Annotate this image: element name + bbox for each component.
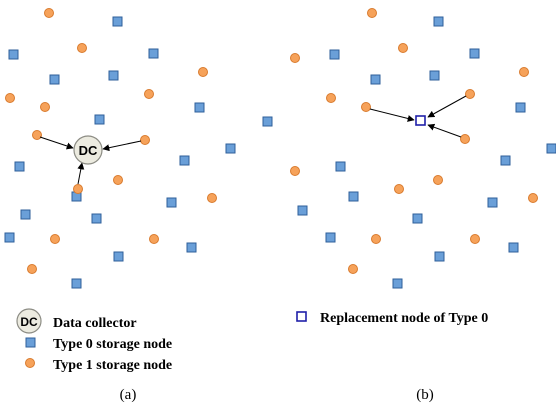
legend-data-collector-label: Data collector bbox=[53, 316, 137, 331]
type0-node bbox=[94, 114, 105, 125]
legend-type0-icon bbox=[25, 337, 36, 348]
type0-node bbox=[412, 213, 423, 224]
type1-node bbox=[394, 184, 404, 194]
panel-b-caption: (b) bbox=[416, 387, 434, 403]
type0-node bbox=[186, 242, 197, 253]
type0-node bbox=[297, 205, 308, 216]
type0-node bbox=[108, 70, 119, 81]
panel-a: DC (a) bbox=[4, 8, 236, 403]
data-collector-label: DC bbox=[79, 143, 98, 158]
type1-node bbox=[144, 89, 154, 99]
type1-node bbox=[27, 264, 37, 274]
legend-data-collector-icon-label: DC bbox=[20, 315, 38, 329]
type0-node bbox=[329, 49, 340, 60]
type1-node bbox=[32, 130, 42, 140]
type0-node bbox=[49, 74, 60, 85]
type0-node bbox=[179, 155, 190, 166]
type1-node bbox=[465, 89, 475, 99]
type0-node bbox=[262, 116, 273, 127]
type1-node bbox=[326, 93, 336, 103]
type0-node bbox=[469, 48, 480, 59]
type0-node bbox=[8, 49, 19, 60]
type1-node bbox=[290, 166, 300, 176]
type0-node bbox=[325, 232, 336, 243]
repair-arrow bbox=[427, 95, 467, 118]
type1-node bbox=[519, 67, 529, 77]
type1-node bbox=[348, 264, 358, 274]
legend-replacement-icon bbox=[296, 311, 307, 322]
type0-node bbox=[487, 197, 498, 208]
type0-node bbox=[20, 209, 31, 220]
type1-node bbox=[398, 43, 408, 53]
type1-node bbox=[140, 135, 150, 145]
type1-node bbox=[207, 193, 217, 203]
type1-node bbox=[361, 102, 371, 112]
repair-arrow bbox=[369, 108, 415, 122]
legend-type0-label: Type 0 storage node bbox=[53, 337, 172, 352]
type1-node bbox=[44, 8, 54, 18]
type1-node bbox=[73, 184, 83, 194]
type1-node bbox=[460, 134, 470, 144]
data-collector-node bbox=[73, 135, 103, 165]
type0-node bbox=[194, 102, 205, 113]
type0-node bbox=[166, 197, 177, 208]
type0-node bbox=[392, 278, 403, 289]
type1-node bbox=[290, 53, 300, 63]
type1-node bbox=[367, 8, 377, 18]
repair-arrow bbox=[427, 123, 462, 138]
type1-node bbox=[470, 234, 480, 244]
type0-node bbox=[546, 143, 556, 154]
legend: DC Data collector Type 0 storage node Ty… bbox=[16, 308, 488, 373]
panel-a-caption: (a) bbox=[120, 387, 137, 403]
legend-type1-label: Type 1 storage node bbox=[53, 358, 172, 373]
type1-node bbox=[77, 43, 87, 53]
type1-node bbox=[149, 234, 159, 244]
type0-node bbox=[112, 16, 123, 27]
type1-node bbox=[50, 234, 60, 244]
type1-node bbox=[371, 234, 381, 244]
replacement-node bbox=[415, 115, 426, 126]
type0-node bbox=[335, 161, 346, 172]
type1-node bbox=[113, 175, 123, 185]
type0-node bbox=[4, 232, 15, 243]
type0-node bbox=[348, 191, 359, 202]
panel-b: (b) bbox=[262, 8, 556, 403]
legend-type1-icon bbox=[25, 358, 35, 368]
type0-node bbox=[91, 213, 102, 224]
type1-node bbox=[528, 193, 538, 203]
type0-node bbox=[14, 161, 25, 172]
type0-node bbox=[433, 16, 444, 27]
type0-node bbox=[515, 102, 526, 113]
type0-node bbox=[225, 143, 236, 154]
type0-node bbox=[434, 251, 445, 262]
type1-node bbox=[40, 102, 50, 112]
type0-node bbox=[429, 70, 440, 81]
type0-node bbox=[370, 74, 381, 85]
legend-data-collector-icon bbox=[16, 308, 42, 334]
download-arrow bbox=[102, 140, 142, 152]
type1-node bbox=[433, 175, 443, 185]
type0-node bbox=[113, 251, 124, 262]
download-arrow bbox=[39, 136, 74, 150]
type0-node bbox=[148, 48, 159, 59]
type0-node bbox=[500, 155, 511, 166]
type1-node bbox=[5, 93, 15, 103]
legend-replacement-label: Replacement node of Type 0 bbox=[320, 311, 488, 326]
type1-node bbox=[198, 67, 208, 77]
type0-node bbox=[508, 242, 519, 253]
download-arrow bbox=[77, 162, 85, 185]
type0-node bbox=[71, 278, 82, 289]
